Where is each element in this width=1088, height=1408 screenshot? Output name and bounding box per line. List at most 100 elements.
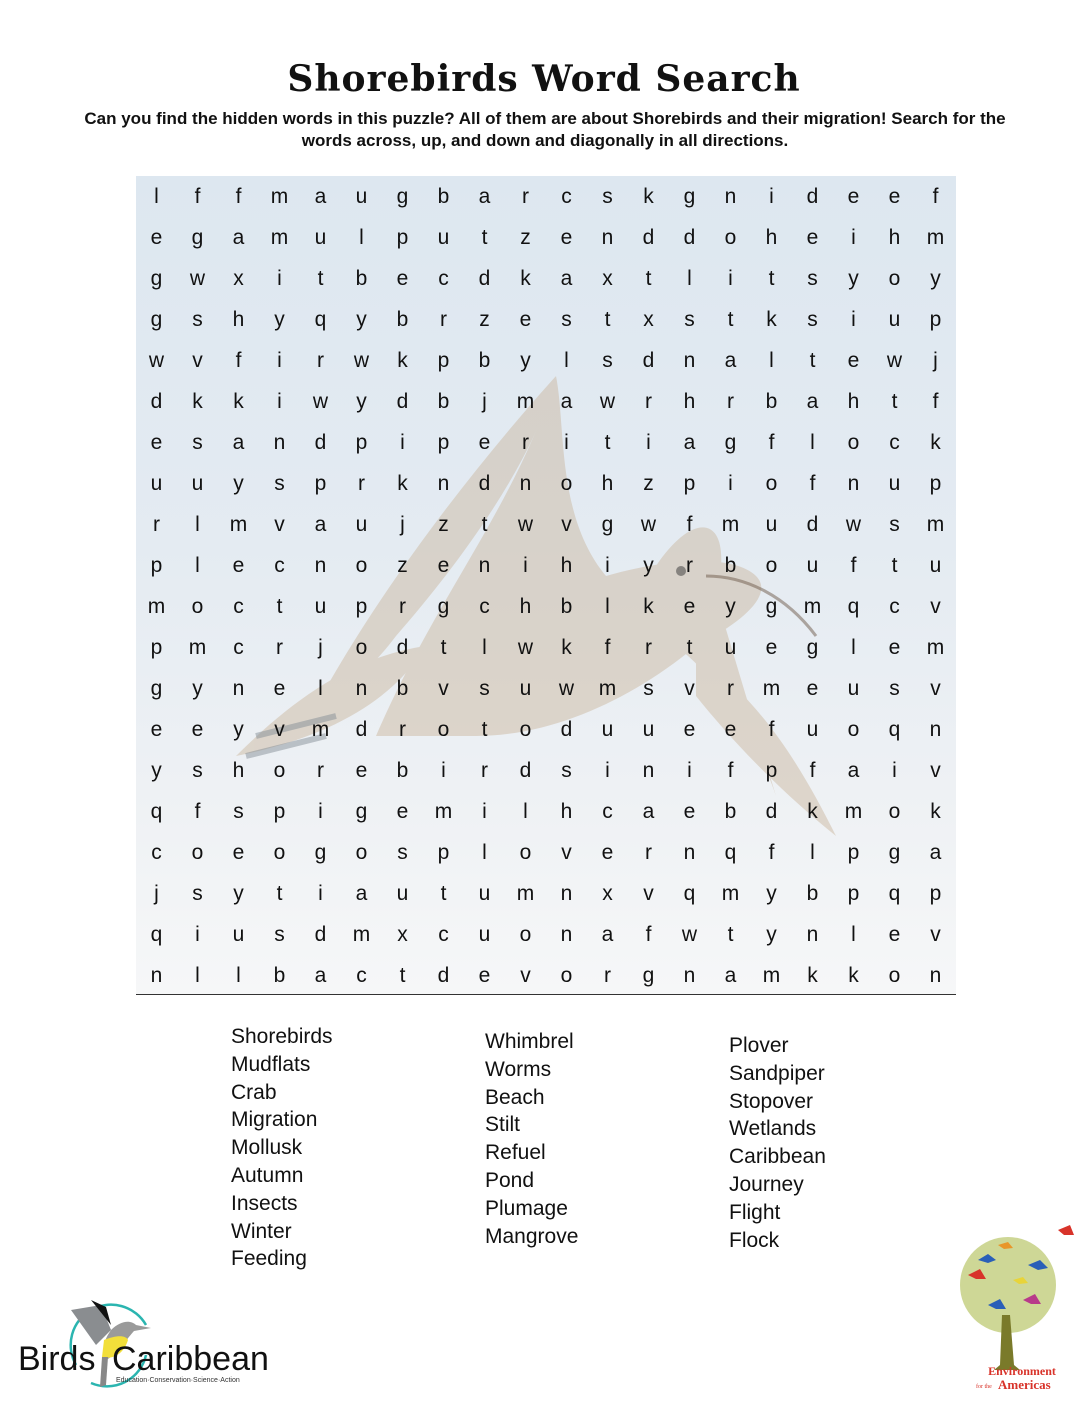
grid-letter[interactable]: f: [809, 471, 816, 495]
grid-letter[interactable]: k: [930, 799, 941, 823]
grid-letter[interactable]: u: [437, 225, 450, 249]
grid-letter[interactable]: o: [765, 471, 778, 495]
grid-letter[interactable]: e: [150, 225, 163, 249]
grid-letter[interactable]: g: [683, 184, 696, 208]
grid-letter[interactable]: t: [645, 266, 652, 290]
grid-letter[interactable]: e: [601, 840, 614, 864]
grid-letter[interactable]: v: [930, 594, 941, 618]
grid-letter[interactable]: e: [396, 266, 409, 290]
grid-letter[interactable]: u: [232, 922, 245, 946]
grid-letter[interactable]: a: [232, 225, 245, 249]
grid-letter[interactable]: s: [274, 471, 285, 495]
grid-letter[interactable]: m: [188, 635, 207, 659]
grid-letter[interactable]: a: [560, 389, 573, 413]
grid-letter[interactable]: g: [724, 430, 737, 454]
grid-letter[interactable]: v: [930, 922, 941, 946]
grid-letter[interactable]: u: [888, 471, 901, 495]
grid-letter[interactable]: f: [686, 512, 693, 536]
grid-letter[interactable]: e: [150, 717, 163, 741]
grid-letter[interactable]: l: [318, 676, 323, 700]
grid-letter[interactable]: k: [643, 184, 654, 208]
grid-letter[interactable]: p: [437, 840, 450, 864]
grid-letter[interactable]: i: [728, 266, 733, 290]
grid-letter[interactable]: k: [561, 635, 572, 659]
grid-letter[interactable]: r: [522, 430, 529, 454]
grid-letter[interactable]: p: [437, 430, 450, 454]
grid-letter[interactable]: r: [317, 758, 324, 782]
grid-letter[interactable]: e: [396, 799, 409, 823]
grid-letter[interactable]: l: [605, 594, 610, 618]
grid-letter[interactable]: s: [233, 799, 244, 823]
grid-letter[interactable]: s: [889, 512, 900, 536]
grid-letter[interactable]: y: [274, 307, 285, 331]
grid-letter[interactable]: b: [437, 184, 450, 208]
grid-letter[interactable]: t: [481, 717, 488, 741]
grid-letter[interactable]: r: [440, 307, 447, 331]
grid-letter[interactable]: y: [233, 717, 244, 741]
grid-letter[interactable]: g: [355, 799, 368, 823]
grid-letter[interactable]: a: [724, 963, 737, 987]
grid-letter[interactable]: u: [765, 512, 778, 536]
grid-letter[interactable]: g: [150, 676, 163, 700]
grid-letter[interactable]: q: [888, 881, 901, 905]
grid-letter[interactable]: f: [645, 922, 652, 946]
grid-letter[interactable]: n: [683, 963, 696, 987]
grid-letter[interactable]: k: [233, 389, 244, 413]
grid-letter[interactable]: s: [643, 676, 654, 700]
grid-letter[interactable]: z: [643, 471, 654, 495]
grid-letter[interactable]: e: [437, 553, 450, 577]
grid-letter[interactable]: m: [844, 799, 863, 823]
grid-letter[interactable]: w: [886, 348, 903, 372]
grid-letter[interactable]: s: [192, 307, 203, 331]
grid-letter[interactable]: f: [235, 348, 242, 372]
grid-letter[interactable]: h: [232, 758, 245, 782]
grid-letter[interactable]: s: [561, 307, 572, 331]
grid-letter[interactable]: e: [888, 635, 901, 659]
grid-letter[interactable]: p: [150, 635, 163, 659]
grid-letter[interactable]: d: [314, 430, 327, 454]
grid-letter[interactable]: m: [270, 225, 289, 249]
grid-letter[interactable]: i: [523, 553, 528, 577]
grid-letter[interactable]: k: [930, 430, 941, 454]
grid-letter[interactable]: s: [274, 922, 285, 946]
grid-letter[interactable]: m: [229, 512, 248, 536]
grid-letter[interactable]: m: [803, 594, 822, 618]
grid-letter[interactable]: o: [888, 266, 901, 290]
grid-letter[interactable]: v: [561, 512, 572, 536]
grid-letter[interactable]: r: [727, 676, 734, 700]
grid-letter[interactable]: e: [806, 225, 819, 249]
grid-letter[interactable]: i: [687, 758, 692, 782]
grid-letter[interactable]: u: [314, 225, 327, 249]
grid-letter[interactable]: y: [233, 881, 244, 905]
grid-letter[interactable]: o: [191, 594, 204, 618]
grid-letter[interactable]: m: [270, 184, 289, 208]
grid-letter[interactable]: g: [765, 594, 778, 618]
grid-letter[interactable]: t: [481, 225, 488, 249]
grid-letter[interactable]: e: [806, 676, 819, 700]
grid-letter[interactable]: l: [482, 840, 487, 864]
grid-letter[interactable]: a: [847, 758, 860, 782]
grid-letter[interactable]: e: [191, 717, 204, 741]
grid-letter[interactable]: c: [233, 635, 244, 659]
grid-letter[interactable]: t: [768, 266, 775, 290]
grid-letter[interactable]: d: [683, 225, 696, 249]
grid-letter[interactable]: h: [519, 594, 532, 618]
grid-letter[interactable]: m: [147, 594, 166, 618]
grid-letter[interactable]: t: [276, 881, 283, 905]
grid-letter[interactable]: e: [847, 348, 860, 372]
grid-letter[interactable]: p: [765, 758, 778, 782]
grid-letter[interactable]: m: [434, 799, 453, 823]
grid-letter[interactable]: g: [314, 840, 327, 864]
grid-letter[interactable]: b: [478, 348, 491, 372]
grid-letter[interactable]: u: [806, 717, 819, 741]
grid-letter[interactable]: x: [602, 881, 613, 905]
grid-letter[interactable]: s: [602, 184, 613, 208]
grid-letter[interactable]: c: [274, 553, 285, 577]
grid-letter[interactable]: k: [807, 799, 818, 823]
grid-letter[interactable]: y: [520, 348, 531, 372]
grid-letter[interactable]: c: [479, 594, 490, 618]
grid-letter[interactable]: t: [604, 430, 611, 454]
grid-letter[interactable]: m: [926, 512, 945, 536]
grid-letter[interactable]: i: [769, 184, 774, 208]
grid-letter[interactable]: v: [192, 348, 203, 372]
